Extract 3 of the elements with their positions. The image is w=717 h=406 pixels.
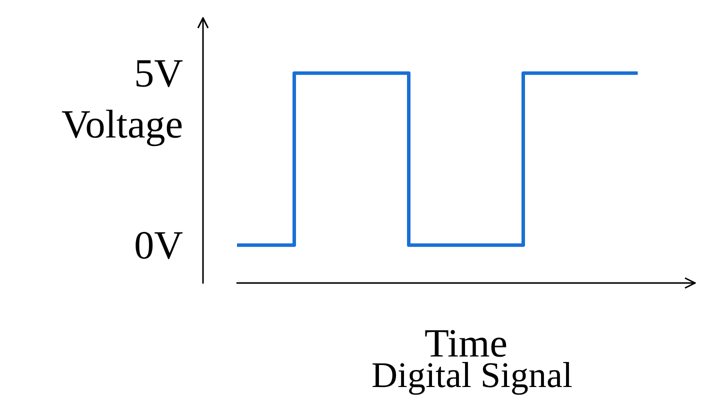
y-tick-label: 0V (134, 222, 184, 268)
y-axis-title: Voltage (62, 102, 183, 147)
y-tick-label: 5V (134, 50, 184, 96)
